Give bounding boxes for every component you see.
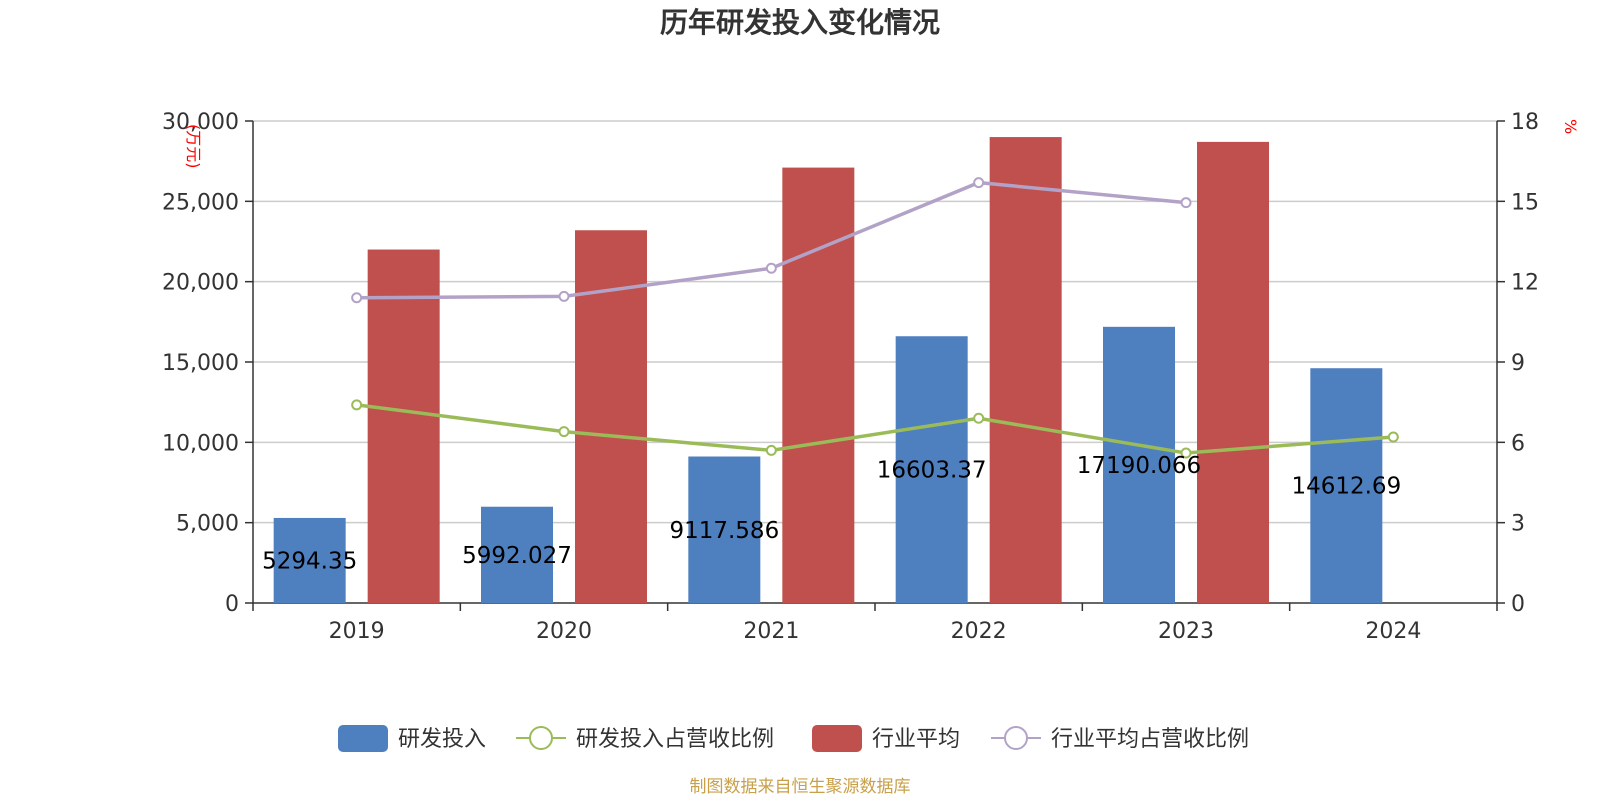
point-rd-ratio [1180, 447, 1192, 459]
right-tick-label: 9 [1511, 351, 1525, 376]
grid-lines [253, 120, 1497, 524]
left-tick-label: 30,000 [162, 110, 239, 135]
legend-swatch-bar [812, 725, 862, 752]
legend-swatch-marker [529, 726, 553, 750]
chart-title: 历年研发投入变化情况 [660, 6, 940, 39]
legend-label: 研发投入 [398, 727, 486, 752]
bars [273, 137, 1383, 604]
point-rd-ratio [558, 426, 570, 438]
left-tick-label: 10,000 [162, 431, 239, 456]
left-tick-label: 15,000 [162, 351, 239, 376]
bar-data-label: 5992.027 [462, 543, 572, 569]
bar-industry-average [989, 137, 1062, 604]
x-tick-label: 2023 [1158, 619, 1214, 644]
right-tick-label: 12 [1511, 271, 1539, 296]
x-tick-label: 2019 [329, 619, 385, 644]
series-lines [351, 177, 1399, 459]
bar-industry-average [367, 249, 440, 604]
bar-data-label: 9117.586 [669, 518, 779, 544]
point-industry-ratio [351, 292, 363, 304]
bar-rd-investment [1103, 326, 1175, 603]
right-axis-unit: % [1561, 119, 1580, 134]
right-tick-label: 3 [1511, 512, 1525, 537]
bar-rd-investment [895, 336, 968, 603]
legend-swatch-bar [338, 725, 388, 752]
bar-data-label: 14612.69 [1291, 474, 1401, 500]
left-axis-unit: (万元) [184, 124, 203, 169]
point-rd-ratio [973, 412, 985, 424]
point-industry-ratio [558, 290, 570, 302]
point-industry-ratio [1180, 197, 1192, 209]
bar-rd-investment [481, 506, 553, 603]
point-rd-ratio [351, 399, 363, 411]
left-tick-label: 25,000 [162, 190, 239, 215]
bar-data-label: 16603.37 [877, 458, 987, 484]
legend-label: 行业平均 [872, 727, 960, 752]
right-tick-label: 6 [1511, 431, 1525, 456]
bar-rd-investment [273, 517, 346, 603]
bar-industry-average [1197, 141, 1269, 604]
line-rd-ratio [356, 403, 1394, 455]
x-tick-label: 2020 [536, 619, 592, 644]
left-tick-label: 20,000 [162, 271, 239, 296]
right-tick-label: 15 [1511, 190, 1539, 215]
bar-labels: 5294.35 5992.027 9117.586 16603.37 17190.066… [262, 453, 1401, 575]
axes: 0 0 5,000 3 10,000 6 15,000 9 20,000 12 25,000 15 30… [162, 110, 1580, 644]
legend-label: 行业平均占营收比例 [1051, 727, 1249, 752]
bar-rd-investment [688, 456, 761, 603]
left-tick-label: 0 [225, 592, 239, 617]
legend-label: 研发投入占营收比例 [576, 727, 774, 752]
legend: 研发投入 研发投入占营收比例 行业平均 行业平均占营收比例 [338, 725, 1249, 752]
point-rd-ratio [765, 444, 777, 456]
left-tick-label: 5,000 [176, 512, 239, 537]
x-tick-label: 2022 [951, 619, 1007, 644]
legend-swatch-marker [1004, 726, 1028, 750]
point-rd-ratio [1387, 431, 1399, 443]
bar-data-label: 5294.35 [262, 548, 357, 574]
point-industry-ratio [765, 262, 777, 274]
x-tick-label: 2021 [743, 619, 799, 644]
right-tick-label: 0 [1511, 592, 1525, 617]
point-industry-ratio [973, 177, 985, 189]
right-tick-label: 18 [1511, 110, 1539, 135]
x-tick-label: 2024 [1365, 619, 1421, 644]
source-note: 制图数据来自恒生聚源数据库 [690, 777, 911, 797]
bar-rd-investment [1310, 368, 1383, 603]
bar-data-label: 17190.066 [1077, 453, 1201, 479]
bar-industry-average [782, 167, 855, 604]
